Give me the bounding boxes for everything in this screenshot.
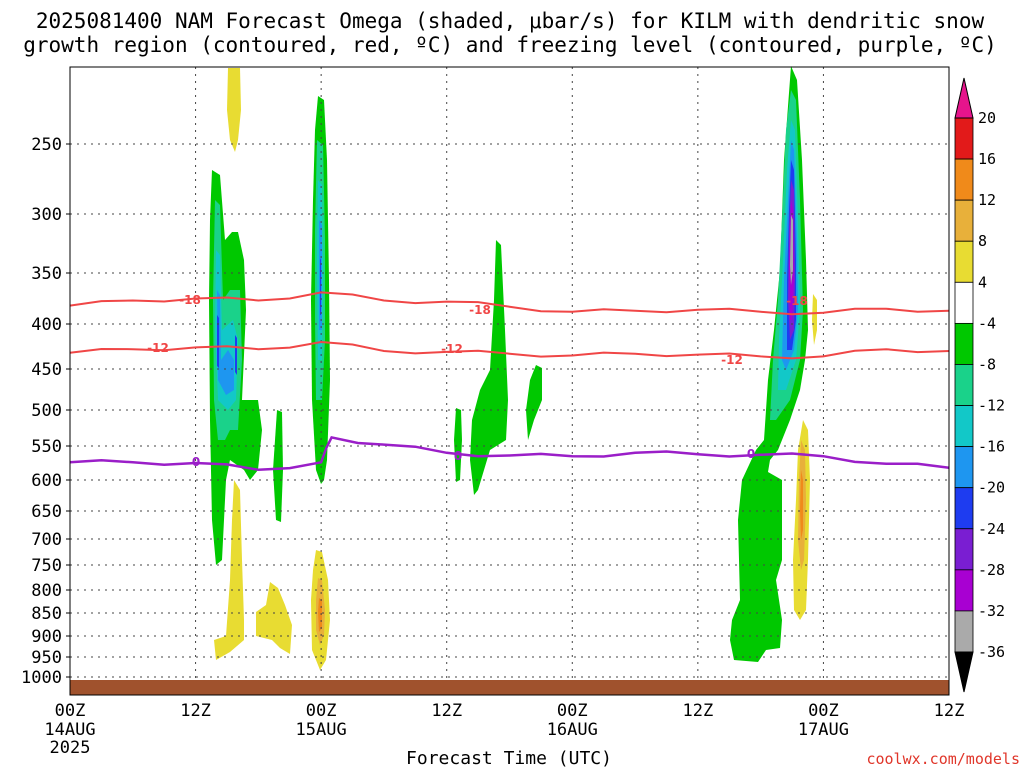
grid-lines — [69, 67, 950, 680]
colorbar-label: -4 — [978, 314, 996, 332]
y-tick-label: 950 — [31, 648, 62, 668]
omega-shading — [209, 66, 817, 670]
contour-lines — [69, 291, 950, 472]
colorbar-swatch — [954, 446, 974, 489]
x-tick-label: 2025 — [50, 738, 91, 758]
colorbar-label: -16 — [978, 438, 1005, 456]
omega-blob-negative — [217, 290, 234, 395]
y-tick-label: 850 — [31, 604, 62, 624]
plot-frame — [69, 66, 950, 696]
omega-blob-negative — [470, 240, 508, 495]
colorbar-label: -28 — [978, 561, 1005, 579]
colorbar-swatch — [954, 117, 974, 160]
x-tick-label: 15AUG — [296, 720, 347, 740]
freezing-level-contour — [69, 435, 950, 472]
colorbar-label: 8 — [978, 232, 987, 250]
dgz-contour-minus-18 — [69, 291, 950, 316]
y-tick-label: 1000 — [21, 668, 62, 688]
colorbar-label: 16 — [978, 150, 996, 168]
ground-surface — [70, 680, 949, 695]
y-tick-label: 650 — [31, 502, 62, 522]
contour-label: -12 — [721, 353, 743, 367]
omega-blob-positive — [800, 470, 803, 540]
y-tick-label: 600 — [31, 471, 62, 491]
omega-blob-negative — [217, 315, 219, 368]
colorbar-swatch — [954, 199, 974, 242]
colorbar-swatch — [954, 569, 974, 612]
x-tick-label: 12Z — [682, 701, 713, 721]
colorbar-swatch — [954, 240, 974, 283]
y-tick-label: 500 — [31, 401, 62, 421]
x-tick-label: 14AUG — [44, 720, 95, 740]
colorbar-swatch — [954, 158, 974, 201]
y-axis-ticks: 250 300 350 400 450 500 550 600 650 700 750 800 850 9… — [21, 135, 70, 688]
x-tick-label: 17AUG — [798, 720, 849, 740]
colorbar-swatch — [954, 281, 974, 324]
credit-text: coolwx.com/models — [866, 750, 1020, 768]
contour-label: -18 — [179, 293, 201, 307]
colorbar-label: -32 — [978, 602, 1005, 620]
contour-label: -12 — [147, 341, 169, 355]
colorbar-swatch — [954, 322, 974, 365]
colorbar-label: 12 — [978, 191, 996, 209]
colorbar-swatch — [954, 610, 974, 653]
y-tick-label: 350 — [31, 264, 62, 284]
x-tick-label: 12Z — [180, 701, 211, 721]
omega-blob-positive — [256, 582, 292, 654]
contour-labels: -18 -18 -18 -12 -12 -12 0 0 0 — [147, 293, 808, 469]
y-tick-label: 750 — [31, 556, 62, 576]
x-tick-label: 00Z — [306, 701, 337, 721]
x-tick-label: 12Z — [934, 701, 965, 721]
colorbar-swatch — [954, 364, 974, 406]
contour-label: 0 — [747, 447, 755, 461]
dgz-contour-minus-12 — [69, 340, 950, 360]
colorbar: 20 16 12 8 4 -4 -8 -12 -16 -20 -24 -28 -32 -36 — [954, 77, 1005, 693]
contour-label: 0 — [192, 455, 200, 469]
colorbar-swatch — [954, 487, 974, 530]
y-tick-label: 400 — [31, 315, 62, 335]
omega-blob-negative — [526, 365, 542, 440]
contour-label: -18 — [786, 294, 808, 308]
omega-blob-negative — [454, 408, 462, 482]
contour-label: -12 — [441, 342, 463, 356]
x-tick-label: 00Z — [55, 701, 86, 721]
omega-blob-negative — [273, 410, 283, 522]
contour-label: 0 — [454, 449, 462, 463]
colorbar-label: 20 — [978, 109, 996, 127]
y-tick-label: 700 — [31, 530, 62, 550]
chart-title-line-2: growth region (contoured, red, ºC) and f… — [23, 33, 997, 57]
omega-blob-negative — [320, 258, 321, 315]
colorbar-bottom-arrow — [954, 651, 974, 693]
omega-blob-negative — [790, 215, 793, 285]
omega-blob-positive — [227, 68, 241, 152]
omega-blob-positive — [214, 480, 244, 660]
colorbar-label: -20 — [978, 479, 1005, 497]
x-tick-label: 16AUG — [547, 720, 598, 740]
colorbar-label: -12 — [978, 397, 1005, 415]
y-tick-label: 250 — [31, 135, 62, 155]
contour-label: -18 — [469, 303, 491, 317]
colorbar-label: -8 — [978, 355, 996, 373]
colorbar-top-arrow — [954, 77, 974, 119]
x-axis-title: Forecast Time (UTC) — [406, 748, 612, 768]
y-tick-label: 800 — [31, 581, 62, 601]
colorbar-label: -36 — [978, 643, 1005, 661]
colorbar-label: -24 — [978, 520, 1005, 538]
colorbar-label: 4 — [978, 273, 987, 291]
y-tick-label: 550 — [31, 437, 62, 457]
colorbar-swatch — [954, 528, 974, 571]
omega-blob-positive — [812, 294, 817, 345]
y-tick-label: 900 — [31, 627, 62, 647]
x-tick-label: 00Z — [557, 701, 588, 721]
omega-blob-negative — [235, 335, 237, 375]
x-tick-label: 12Z — [431, 701, 462, 721]
x-tick-label: 00Z — [808, 701, 839, 721]
chart-title-line-1: 2025081400 NAM Forecast Omega (shaded, μ… — [36, 9, 985, 33]
y-tick-label: 300 — [31, 205, 62, 225]
y-tick-label: 450 — [31, 360, 62, 380]
colorbar-swatch — [954, 405, 974, 448]
